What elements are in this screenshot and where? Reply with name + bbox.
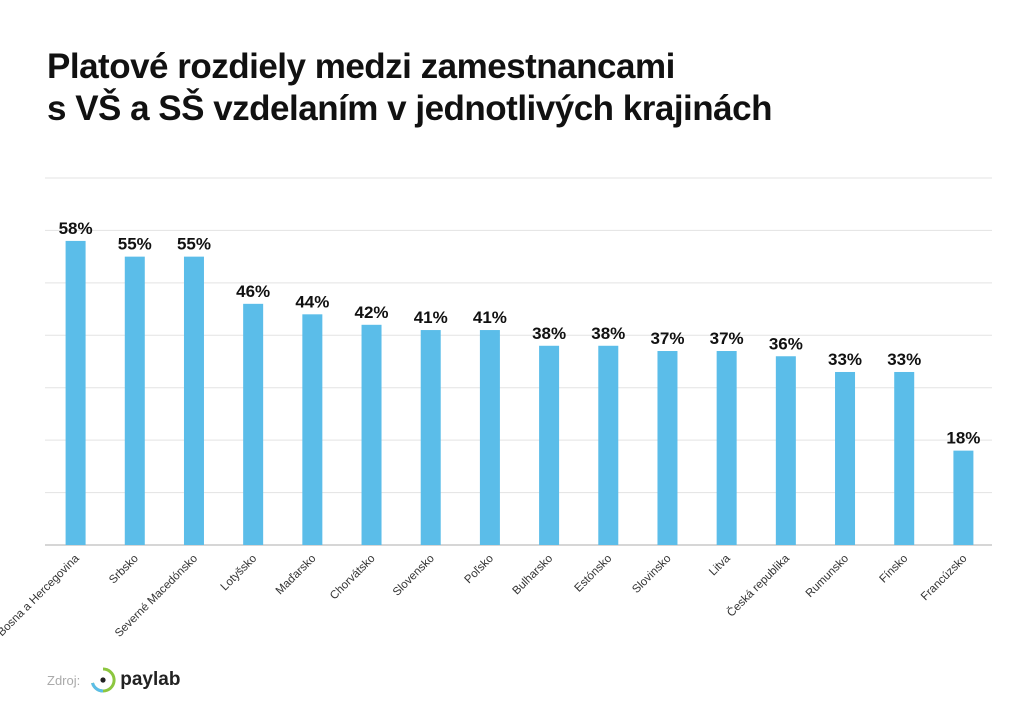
bar [657,351,678,545]
data-label: 33% [828,350,862,369]
x-tick-label: Rumunsko [804,553,851,600]
data-label: 44% [295,292,329,311]
x-tick-label: Česká republika [724,552,792,620]
bar [65,240,86,545]
x-tick-label: Francúzsko [919,553,970,604]
bar [361,324,382,545]
data-label: 37% [710,329,744,348]
bar [479,330,500,545]
bar [183,256,204,545]
x-tick-label: Fínsko [877,553,910,586]
bar [716,351,737,545]
data-label: 41% [414,308,448,327]
data-label: 55% [118,235,152,254]
x-tick-label: Srbsko [107,553,141,587]
bar [598,345,619,545]
data-label: 37% [650,329,684,348]
x-tick-label: Litva [707,552,733,578]
paylab-logo-icon [91,667,116,693]
data-label: 42% [355,303,389,322]
data-label: 41% [473,308,507,327]
data-label: 33% [887,350,921,369]
bar [775,356,796,545]
bar [953,450,974,545]
x-tick-label: Slovensko [391,553,437,599]
data-label: 46% [236,282,270,301]
source: Zdroj: paylab [47,667,180,693]
source-label: Zdroj: [47,672,81,688]
x-tick-label: Bosna a Hercegovina [0,552,82,639]
x-tick-label: Chorvátsko [328,553,378,603]
x-tick-label: Poľsko [463,553,496,586]
data-label: 38% [532,324,566,343]
data-label: 58% [59,219,93,238]
data-label: 36% [769,334,803,353]
chart-title: Platové rozdiely medzi zamestnancami s V… [47,46,772,130]
x-tick-label: Bulharsko [511,553,556,598]
x-tick-label: Maďarsko [274,553,319,598]
bar [835,371,856,545]
data-label: 18% [946,429,980,448]
bar [539,345,560,545]
x-tick-label: Estónsko [572,553,614,595]
bar [302,314,323,545]
title-line-1: Platové rozdiely medzi zamestnancami [47,47,675,86]
source-brand: paylab [120,669,181,690]
x-tick-label: Lotyšsko [219,553,260,594]
title-line-2: s VŠ a SŠ vzdelaním v jednotlivých kraji… [47,89,772,128]
bar [420,330,441,545]
data-label: 38% [591,324,625,343]
data-label: 55% [177,235,211,254]
bar [894,371,915,545]
bar [243,303,264,545]
x-tick-label: Slovinsko [630,553,673,596]
bar [124,256,145,545]
